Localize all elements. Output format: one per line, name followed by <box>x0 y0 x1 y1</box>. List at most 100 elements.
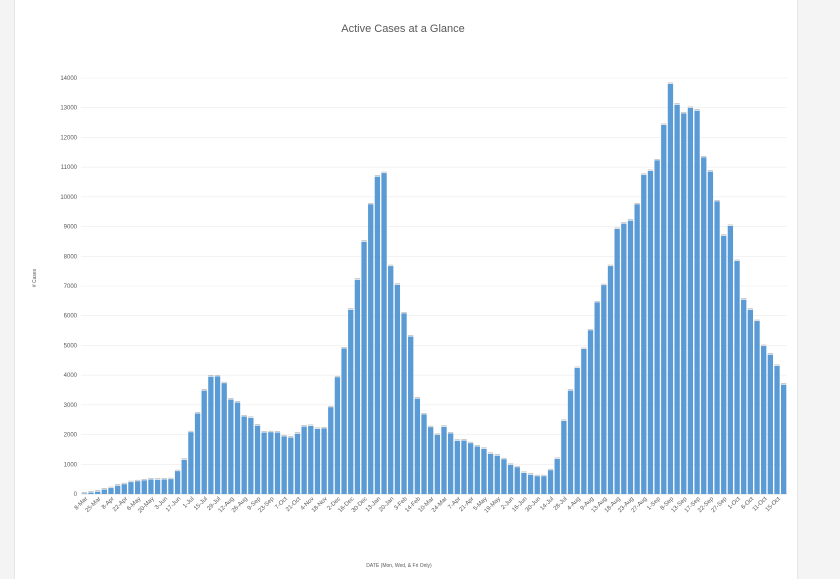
bar <box>534 476 540 494</box>
bar <box>561 420 567 494</box>
active-cases-chart: Active Cases at a Glance # Cases DATE (M… <box>32 23 787 569</box>
bar <box>194 413 201 494</box>
y-tick-label: 12000 <box>60 135 77 141</box>
bar <box>368 204 374 495</box>
bar <box>321 428 327 494</box>
bar <box>168 479 174 494</box>
bar <box>221 383 227 494</box>
x-tick-label: 22-Apr <box>112 496 129 513</box>
bar <box>694 110 700 494</box>
y-tick-label: 7000 <box>64 284 78 290</box>
x-tick-label: 21-Apr <box>458 496 475 513</box>
x-tick-label: 1-Oct <box>727 496 742 511</box>
bar <box>481 448 487 494</box>
y-tick-label: 0 <box>74 492 78 498</box>
bar <box>328 407 334 494</box>
bar <box>261 432 267 494</box>
bar <box>721 235 727 495</box>
bar <box>208 376 214 494</box>
bar <box>121 484 127 494</box>
x-tick-label: 27-Sep <box>711 496 729 514</box>
bar <box>228 399 234 494</box>
bar <box>474 446 480 494</box>
bar <box>188 432 194 494</box>
bar <box>314 428 321 494</box>
bar <box>654 160 660 494</box>
bar <box>421 414 427 494</box>
x-tick-label: 14-Jul <box>540 496 556 512</box>
bar <box>274 432 281 494</box>
bar <box>754 321 760 494</box>
bar <box>201 390 207 494</box>
bar <box>88 492 94 494</box>
x-tick-label: 15-Jul <box>193 496 209 512</box>
bar <box>514 467 520 494</box>
bar <box>414 398 421 494</box>
bar <box>308 425 314 494</box>
bar <box>501 459 507 494</box>
bar <box>587 330 594 494</box>
bar <box>248 417 254 494</box>
bar <box>354 279 361 494</box>
bar <box>494 455 500 494</box>
y-tick-labels: 0 1000 2000 3000 4000 5000 6000 7000 8000 9000 100… <box>60 76 77 498</box>
bar <box>761 346 767 494</box>
y-tick-label: 3000 <box>64 403 78 409</box>
y-tick-label: 1000 <box>64 462 78 468</box>
bar <box>574 368 580 494</box>
bar <box>381 173 387 495</box>
bar <box>527 474 534 494</box>
bar <box>288 437 294 494</box>
bar <box>128 482 134 494</box>
bar <box>727 225 734 494</box>
x-tick-label: 17-Jun <box>165 496 182 513</box>
bar <box>714 201 720 495</box>
bars <box>81 82 787 495</box>
bar <box>81 493 87 494</box>
y-tick-label: 5000 <box>64 343 78 349</box>
y-tick-label: 10000 <box>60 195 77 201</box>
bar <box>521 472 527 494</box>
bar <box>621 223 627 494</box>
bar <box>767 354 774 494</box>
bar <box>461 440 467 494</box>
bar <box>401 313 407 494</box>
bar <box>781 384 787 494</box>
bar <box>301 426 307 494</box>
bar <box>254 425 261 494</box>
bar <box>454 440 460 494</box>
bar <box>148 479 154 494</box>
bar <box>281 436 287 494</box>
y-tick-label: 11000 <box>61 165 78 171</box>
bar <box>294 433 301 494</box>
chart-card: Active Cases at a Glance # Cases DATE (M… <box>14 0 798 579</box>
bar <box>581 348 587 494</box>
bar <box>114 485 121 494</box>
bar <box>268 432 274 494</box>
bar <box>741 299 747 494</box>
x-tick-label: 30-Jun <box>525 496 542 513</box>
bar <box>507 464 514 494</box>
x-axis-label: DATE (Mon, Wed, & Fri Only) <box>366 563 432 569</box>
bar <box>441 426 447 494</box>
bar <box>374 176 381 494</box>
bar <box>334 377 341 494</box>
x-tick-label: 23-Sep <box>258 496 276 514</box>
bar <box>141 480 147 494</box>
bar <box>747 309 754 494</box>
bar <box>467 443 474 494</box>
bar <box>101 489 107 494</box>
bar <box>674 104 680 494</box>
x-tick-label: 1-Sep <box>646 496 662 512</box>
bar <box>541 476 547 494</box>
bar <box>361 241 367 494</box>
chart-title: Active Cases at a Glance <box>341 23 465 35</box>
bar <box>154 479 161 494</box>
bar <box>567 390 574 494</box>
bar <box>734 261 740 494</box>
bar <box>241 416 247 494</box>
bar <box>661 124 667 494</box>
bar <box>547 470 554 494</box>
bar <box>707 171 714 494</box>
bar <box>174 471 181 494</box>
